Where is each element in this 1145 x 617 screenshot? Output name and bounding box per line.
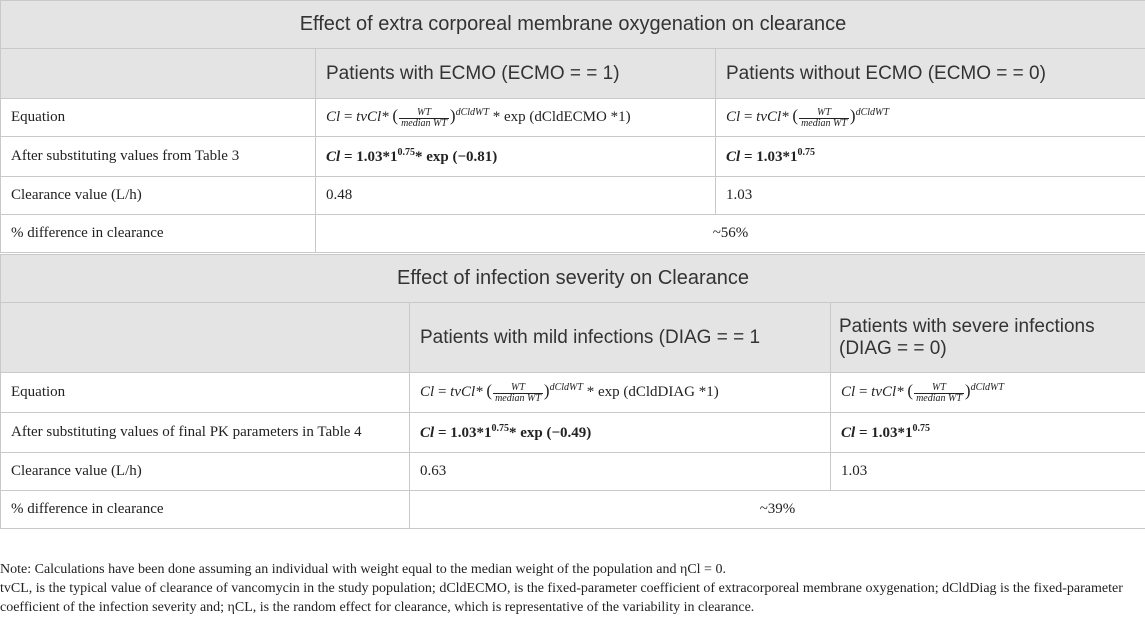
equation-mild: Cl = tvCl* (WT median WT)dCldWT * exp (dC…: [409, 372, 831, 413]
substituted-with-ecmo: Cl = 1.03*10.75* exp (−0.81): [315, 136, 716, 177]
header-without-ecmo: Patients without ECMO (ECMO = = 0): [714, 48, 1145, 99]
footnote-assumption: Note: Calculations have been done assumi…: [0, 562, 726, 577]
row-label-diff-2: % difference in clearance: [0, 490, 410, 529]
equation-without-ecmo: Cl = tvCl* (WT median WT)dCldWT: [714, 98, 1145, 137]
row-label-value: Clearance value (L/h): [0, 176, 316, 215]
row-label-diff: % difference in clearance: [0, 214, 316, 253]
header-with-ecmo: Patients with ECMO (ECMO = = 1): [315, 48, 716, 99]
ecmo-table-title: Effect of extra corporeal membrane oxyge…: [0, 0, 1145, 49]
equation-ecmo-term: exp (dCldECMO *1): [503, 109, 631, 126]
substituted-without-ecmo: Cl = 1.03*10.75: [714, 136, 1145, 177]
clearance-with-ecmo: 0.48: [315, 176, 716, 215]
substituted-severe: Cl = 1.03*10.75: [829, 412, 1145, 453]
clearance-severe: 1.03: [829, 452, 1145, 491]
row-label-equation-2: Equation: [0, 372, 410, 413]
equation-severe: Cl = tvCl* (WT median WT)dCldWT: [829, 372, 1145, 413]
row-label-equation: Equation: [0, 98, 316, 137]
header-severe: Patients with severe infections (DIAG = …: [829, 302, 1145, 373]
header-mild: Patients with mild infections (DIAG = = …: [409, 302, 831, 373]
equation-diag-term: exp (dCldDIAG *1): [597, 384, 719, 401]
infection-table-title: Effect of infection severity on Clearanc…: [0, 254, 1145, 303]
header-blank-2: [0, 302, 410, 373]
substituted-ecmo-exp: exp (−0.81): [426, 149, 498, 165]
header-blank: [0, 48, 316, 99]
diff-infection: ~39%: [408, 490, 1145, 529]
clearance-without-ecmo: 1.03: [714, 176, 1145, 215]
clearance-mild: 0.63: [409, 452, 831, 491]
table-footnote: Note: Calculations have been done assumi…: [0, 560, 1140, 617]
footnote-abbreviations: tvCL, is the typical value of clearance …: [0, 581, 1123, 615]
row-label-substitute: After substituting values from Table 3: [0, 136, 316, 177]
diff-ecmo: ~56%: [314, 214, 1145, 253]
infection-table: Effect of infection severity on Clearanc…: [0, 254, 1145, 529]
row-label-value-2: Clearance value (L/h): [0, 452, 410, 491]
ecmo-table: Effect of extra corporeal membrane oxyge…: [0, 0, 1145, 253]
substituted-diag-exp: exp (−0.49): [520, 425, 592, 441]
substituted-mild: Cl = 1.03*10.75* exp (−0.49): [409, 412, 831, 453]
equation-with-ecmo: Cl = tvCl* (WT median WT)dCldWT * exp (dC…: [315, 98, 716, 137]
row-label-substitute-2: After substituting values of final PK pa…: [0, 412, 410, 453]
